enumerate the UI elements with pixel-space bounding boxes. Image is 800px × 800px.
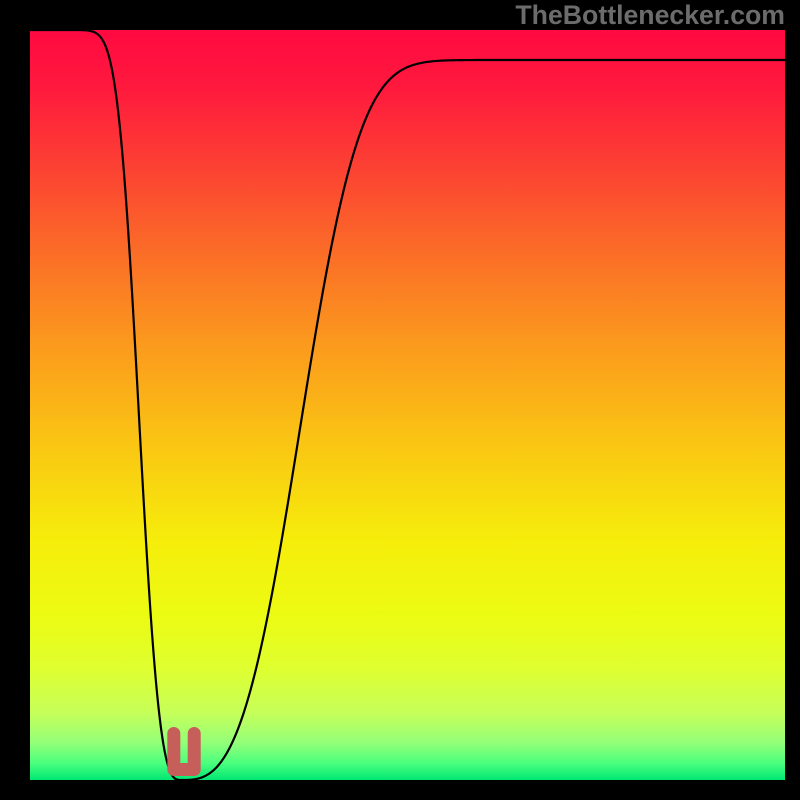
chart-svg bbox=[30, 30, 785, 780]
chart-background bbox=[30, 30, 785, 780]
plot-area bbox=[30, 30, 785, 780]
